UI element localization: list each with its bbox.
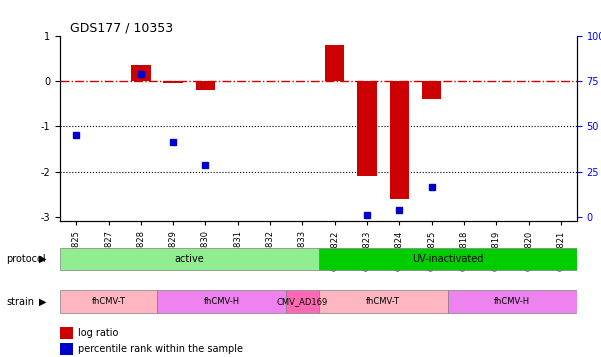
FancyBboxPatch shape — [319, 248, 577, 270]
Bar — [131, 65, 150, 81]
FancyBboxPatch shape — [60, 291, 157, 313]
Bar — [389, 81, 409, 199]
Text: ▶: ▶ — [39, 254, 46, 264]
Text: fhCMV-H: fhCMV-H — [494, 297, 531, 306]
FancyBboxPatch shape — [319, 291, 448, 313]
Text: log ratio: log ratio — [78, 328, 118, 338]
Text: CMV_AD169: CMV_AD169 — [276, 297, 328, 306]
Bar — [163, 81, 183, 83]
Text: percentile rank within the sample: percentile rank within the sample — [78, 344, 243, 354]
Text: strain: strain — [6, 297, 34, 307]
Text: GDS177 / 10353: GDS177 / 10353 — [70, 21, 174, 35]
Bar — [422, 81, 441, 99]
Bar — [357, 81, 377, 176]
FancyBboxPatch shape — [60, 248, 319, 270]
Bar — [60, 343, 73, 355]
FancyBboxPatch shape — [286, 291, 319, 313]
Text: fhCMV-H: fhCMV-H — [204, 297, 240, 306]
Text: active: active — [174, 254, 204, 264]
Bar — [325, 45, 344, 81]
Text: ▶: ▶ — [39, 297, 46, 307]
Text: fhCMV-T: fhCMV-T — [91, 297, 126, 306]
Text: fhCMV-T: fhCMV-T — [366, 297, 400, 306]
FancyBboxPatch shape — [157, 291, 286, 313]
Bar — [196, 81, 215, 90]
Text: protocol: protocol — [6, 254, 46, 264]
FancyBboxPatch shape — [448, 291, 577, 313]
Text: UV-inactivated: UV-inactivated — [412, 254, 483, 264]
Bar — [60, 327, 73, 339]
